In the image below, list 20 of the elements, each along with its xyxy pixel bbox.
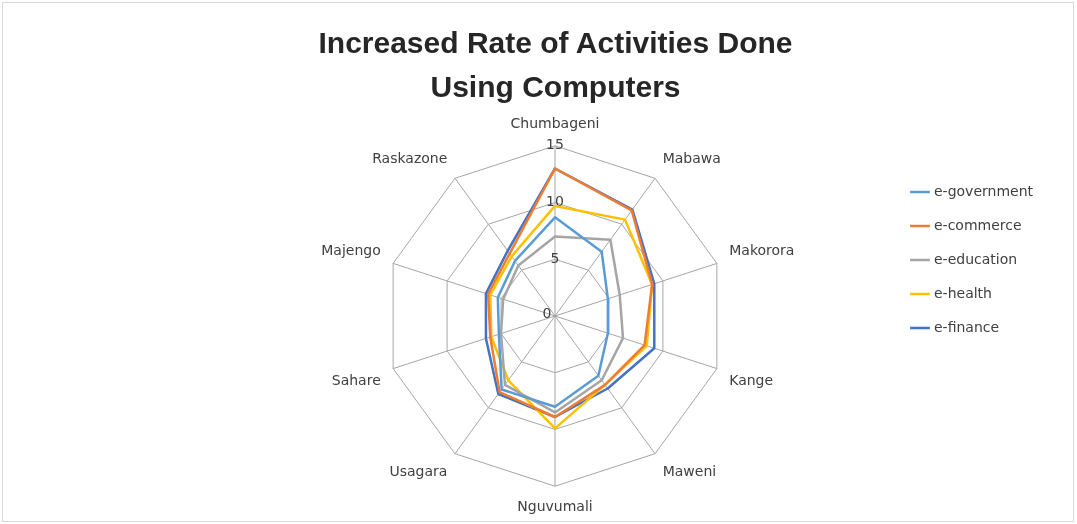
spoke-label: Sahare — [331, 371, 381, 388]
chart-title: Increased Rate of Activities Done Using Computers — [318, 26, 793, 103]
y-tick-label: 0 — [542, 304, 552, 321]
spoke-label: Maweni — [662, 463, 717, 480]
y-tick-label: 10 — [546, 193, 564, 210]
spoke-label: Majengo — [321, 241, 381, 258]
legend-label: e-education — [933, 250, 1018, 267]
spoke-label: Mabawa — [662, 150, 721, 167]
legend-label: e-finance — [933, 318, 1000, 335]
spoke-label: Kange — [729, 371, 774, 388]
spoke-label: Makorora — [729, 241, 795, 258]
y-tick-label: 15 — [546, 136, 564, 153]
legend-label: e-commerce — [933, 216, 1022, 233]
legend-label: e-health — [933, 284, 992, 301]
spoke-label: Raskazone — [372, 150, 448, 167]
spoke-label: Nguvumali — [517, 498, 593, 515]
y-tick-label: 5 — [550, 249, 560, 266]
spoke-label: Usagara — [389, 463, 448, 480]
spoke-label: Chumbageni — [510, 115, 600, 132]
legend-label: e-government — [933, 182, 1034, 199]
